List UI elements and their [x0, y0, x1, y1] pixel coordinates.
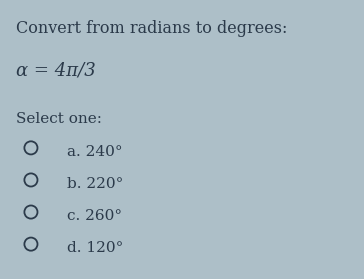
Text: a. 240°: a. 240°: [67, 145, 123, 159]
Text: α = 4π/3: α = 4π/3: [16, 61, 96, 80]
Text: c. 260°: c. 260°: [67, 209, 122, 223]
Text: b. 220°: b. 220°: [67, 177, 124, 191]
Text: Convert from radians to degrees:: Convert from radians to degrees:: [16, 20, 288, 37]
Text: d. 120°: d. 120°: [67, 241, 124, 255]
Text: Select one:: Select one:: [16, 112, 102, 126]
